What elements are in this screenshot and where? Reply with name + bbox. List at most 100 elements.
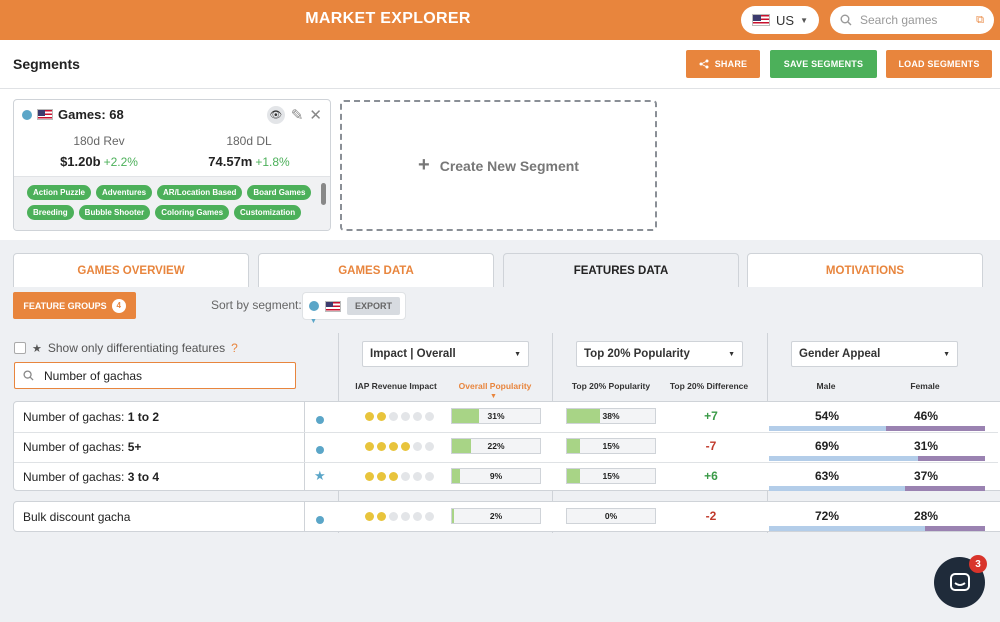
- col-male[interactable]: Male: [816, 381, 836, 391]
- close-icon[interactable]: ✕: [309, 107, 322, 124]
- rev-label: 180d Rev: [73, 134, 125, 148]
- feature-name-text: Bulk discount gacha: [23, 510, 131, 524]
- top20-difference: +7: [704, 409, 718, 423]
- dl-value-wrap: 74.57m +1.8%: [184, 154, 314, 169]
- col-top20-difference[interactable]: Top 20% Difference: [669, 381, 749, 391]
- feature-groups-button[interactable]: FEATURE GROUPS 4: [13, 292, 136, 319]
- create-segment-button[interactable]: + Create New Segment: [340, 100, 657, 231]
- tab-motivations[interactable]: MOTIVATIONS: [747, 253, 983, 287]
- rev-value: $1.20b: [60, 154, 101, 169]
- chat-badge: 3: [969, 555, 987, 573]
- segment-tag[interactable]: Bubble Shooter: [78, 205, 151, 220]
- edit-icon[interactable]: ✎: [290, 107, 304, 124]
- table-row[interactable]: Number of gachas: 3 to 4 ★ 9% 15% +6 63% 37%: [14, 462, 998, 492]
- name-column-divider: [304, 502, 305, 531]
- table-row[interactable]: Number of gachas: 5+ 22% 15% -7 69% 31%: [14, 432, 998, 462]
- impact-dot: [389, 472, 398, 481]
- feature-name: Number of gachas: 5+: [23, 440, 141, 454]
- segment-tag[interactable]: Action Puzzle: [27, 185, 92, 200]
- segment-tag[interactable]: Coloring Games: [155, 205, 230, 220]
- segment-tag[interactable]: Board Games: [247, 185, 312, 200]
- impact-dot: [413, 512, 422, 521]
- col-overall-popularity[interactable]: Overall Popularity: [458, 381, 532, 391]
- col-female[interactable]: Female: [910, 381, 940, 391]
- share-button[interactable]: SHARE: [686, 50, 760, 78]
- us-flag-icon: [325, 300, 341, 312]
- impact-dropdown[interactable]: Impact | Overall ▼: [362, 341, 529, 367]
- segment-tag[interactable]: Adventures: [96, 185, 153, 200]
- share-icon: [699, 59, 709, 69]
- impact-dot: [401, 412, 410, 421]
- star-icon: ★: [32, 342, 42, 355]
- segment-tag[interactable]: Breeding: [27, 205, 74, 220]
- male-value: 54%: [814, 409, 840, 423]
- top20-difference: -7: [705, 439, 717, 453]
- plus-icon: +: [418, 154, 430, 176]
- help-icon[interactable]: ?: [231, 341, 238, 355]
- top20-popularity-value: 15%: [602, 471, 620, 481]
- tags-scrollbar[interactable]: [321, 183, 326, 205]
- tab-games-overview[interactable]: GAMES OVERVIEW: [13, 253, 249, 287]
- feature-search-value: Number of gachas: [44, 368, 143, 383]
- impact-dots: [365, 472, 434, 481]
- male-value: 69%: [814, 439, 840, 453]
- feature-name: Bulk discount gacha: [23, 510, 130, 524]
- feature-search-field[interactable]: Number of gachas: [14, 362, 296, 389]
- top20-difference: -2: [705, 509, 717, 523]
- differentiating-checkbox[interactable]: [14, 342, 26, 354]
- impact-dot: [389, 412, 398, 421]
- segment-color-dot: [309, 301, 319, 311]
- differentiating-filter[interactable]: ★ Show only differentiating features ?: [14, 341, 238, 355]
- female-value: 37%: [913, 469, 939, 483]
- features-table-secondary: Bulk discount gacha 2% 0% -2 72% 28%: [13, 501, 1000, 532]
- impact-dot: [377, 442, 386, 451]
- overall-popularity-bar: 22%: [451, 438, 541, 454]
- tab-features-data[interactable]: FEATURES DATA: [503, 253, 739, 287]
- table-row[interactable]: Number of gachas: 1 to 2 31% 38% +7 54% 46%: [14, 402, 998, 432]
- col-iap-revenue-impact[interactable]: IAP Revenue Impact: [355, 381, 437, 391]
- caret-down-icon: ▼: [310, 318, 317, 325]
- sort-segment-selector[interactable]: EXPORT: [302, 292, 406, 320]
- female-value: 46%: [913, 409, 939, 423]
- segment-actions: 👁 ✎ ✕: [266, 106, 322, 124]
- overall-popularity-bar: 2%: [451, 508, 541, 524]
- col-top20-popularity[interactable]: Top 20% Popularity: [571, 381, 651, 391]
- top20-popularity-bar: 38%: [566, 408, 656, 424]
- star-icon: ★: [314, 468, 326, 483]
- impact-dot: [377, 512, 386, 521]
- search-placeholder: Search games: [860, 13, 938, 27]
- eye-icon[interactable]: 👁: [266, 106, 285, 124]
- impact-dots: [365, 412, 434, 421]
- top20-popularity-bar: 0%: [566, 508, 656, 524]
- impact-dot: [401, 442, 410, 451]
- caret-down-icon: ▼: [800, 15, 808, 25]
- popularity-dropdown[interactable]: Top 20% Popularity ▼: [576, 341, 743, 367]
- table-row[interactable]: Bulk discount gacha 2% 0% -2 72% 28%: [14, 502, 998, 532]
- feature-name-value: 3 to 4: [127, 470, 160, 484]
- overall-popularity-value: 9%: [489, 471, 503, 481]
- feature-name: Number of gachas: 3 to 4: [23, 470, 159, 484]
- popularity-dropdown-label: Top 20% Popularity: [584, 348, 690, 360]
- feature-name-text: Number of gachas:: [23, 410, 128, 424]
- overall-popularity-value: 22%: [487, 441, 505, 451]
- segment-tag[interactable]: AR/Location Based: [157, 185, 243, 200]
- create-segment-label: Create New Segment: [439, 157, 579, 174]
- segment-tag[interactable]: Customization: [234, 205, 302, 220]
- sort-by-label: Sort by segment:: [211, 298, 302, 312]
- search-input[interactable]: Search games ⧉: [830, 6, 994, 34]
- load-segments-button[interactable]: LOAD SEGMENTS: [886, 50, 992, 78]
- chat-icon: [949, 572, 970, 591]
- external-link-icon[interactable]: ⧉: [976, 13, 984, 26]
- tab-games-data[interactable]: GAMES DATA: [258, 253, 494, 287]
- impact-dot: [389, 512, 398, 521]
- impact-dot: [425, 472, 434, 481]
- country-selector[interactable]: US ▼: [741, 6, 819, 34]
- gender-dropdown[interactable]: Gender Appeal ▼: [791, 341, 958, 367]
- export-button[interactable]: EXPORT: [347, 297, 401, 315]
- impact-dot: [425, 512, 434, 521]
- gender-dropdown-label: Gender Appeal: [799, 348, 881, 360]
- feature-groups-count: 4: [111, 298, 126, 313]
- impact-dot: [401, 472, 410, 481]
- top20-popularity-bar: 15%: [566, 438, 656, 454]
- save-segments-button[interactable]: SAVE SEGMENTS: [770, 50, 877, 78]
